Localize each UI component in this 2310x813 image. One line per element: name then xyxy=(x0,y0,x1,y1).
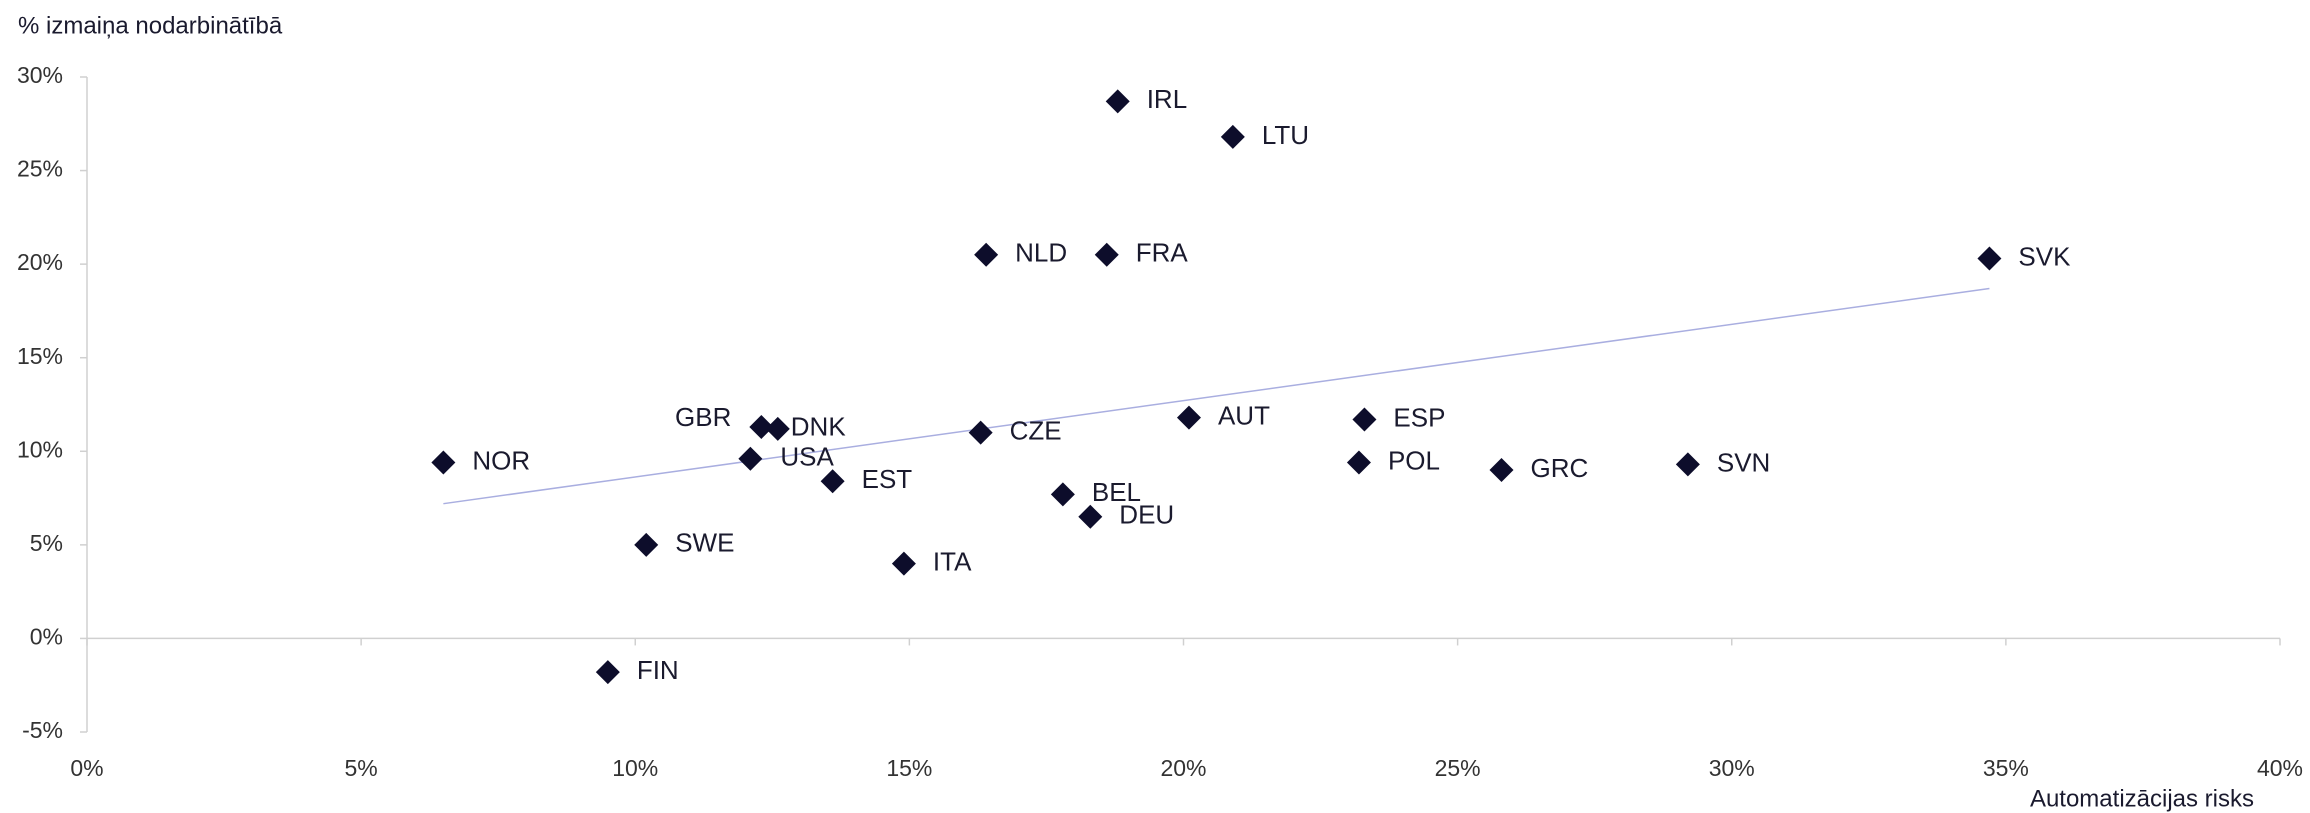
x-axis-title: Automatizācijas risks xyxy=(2030,785,2254,812)
point-label: ESP xyxy=(1393,402,1445,432)
x-tick-label: 10% xyxy=(612,755,658,781)
point xyxy=(891,551,916,576)
point-label: SWE xyxy=(675,528,734,558)
point xyxy=(595,660,620,685)
point xyxy=(1675,452,1700,477)
point-label: NLD xyxy=(1015,238,1067,268)
y-tick-label: 20% xyxy=(17,249,63,275)
point-label: DNK xyxy=(791,412,847,442)
point-label: LTU xyxy=(1262,120,1309,150)
point-label: FIN xyxy=(637,655,679,685)
point xyxy=(1078,504,1103,529)
point xyxy=(634,532,659,557)
point-label: CZE xyxy=(1010,415,1062,445)
point xyxy=(749,414,774,439)
point-label: FRA xyxy=(1136,238,1189,268)
y-tick-label: 0% xyxy=(30,624,63,650)
point xyxy=(765,416,790,441)
point xyxy=(1346,450,1371,475)
y-tick-label: 15% xyxy=(17,343,63,369)
point-label: GBR xyxy=(675,402,731,432)
point xyxy=(431,450,456,475)
point-label: ITA xyxy=(933,546,972,576)
point-label: SVK xyxy=(2018,241,2071,271)
x-tick-label: 5% xyxy=(345,755,378,781)
point-label: IRL xyxy=(1147,84,1187,114)
point xyxy=(1094,242,1119,267)
point-label: EST xyxy=(862,464,913,494)
point xyxy=(1050,482,1075,507)
point xyxy=(1977,246,2002,271)
point-label: BEL xyxy=(1092,477,1141,507)
point xyxy=(1105,89,1130,114)
y-tick-label: 10% xyxy=(17,436,63,462)
y-tick-label: 5% xyxy=(30,530,63,556)
x-tick-label: 40% xyxy=(2257,755,2303,781)
point-label: USA xyxy=(780,442,834,472)
x-tick-label: 20% xyxy=(1160,755,1206,781)
point xyxy=(974,242,999,267)
x-tick-label: 15% xyxy=(886,755,932,781)
point xyxy=(1489,458,1514,482)
x-tick-label: 30% xyxy=(1709,755,1755,781)
trendline xyxy=(443,287,1990,505)
point xyxy=(820,469,845,494)
point-label: GRC xyxy=(1530,453,1588,483)
y-tick-label: -5% xyxy=(22,717,63,743)
point-label: DEU xyxy=(1119,500,1174,530)
x-tick-label: 25% xyxy=(1435,755,1481,781)
point xyxy=(738,446,763,471)
point xyxy=(1352,407,1377,432)
point-label: POL xyxy=(1388,445,1440,475)
y-tick-label: 30% xyxy=(17,62,63,88)
point-label: NOR xyxy=(472,445,530,475)
point xyxy=(1176,405,1201,430)
x-tick-label: 0% xyxy=(70,755,103,781)
x-tick-label: 35% xyxy=(1983,755,2029,781)
point-label: SVN xyxy=(1717,447,1770,477)
y-tick-label: 25% xyxy=(17,156,63,182)
point xyxy=(968,420,993,445)
point xyxy=(1220,124,1245,149)
point-label: AUT xyxy=(1218,400,1270,430)
y-axis-title: % izmaiņa nodarbinātībā xyxy=(18,12,283,39)
